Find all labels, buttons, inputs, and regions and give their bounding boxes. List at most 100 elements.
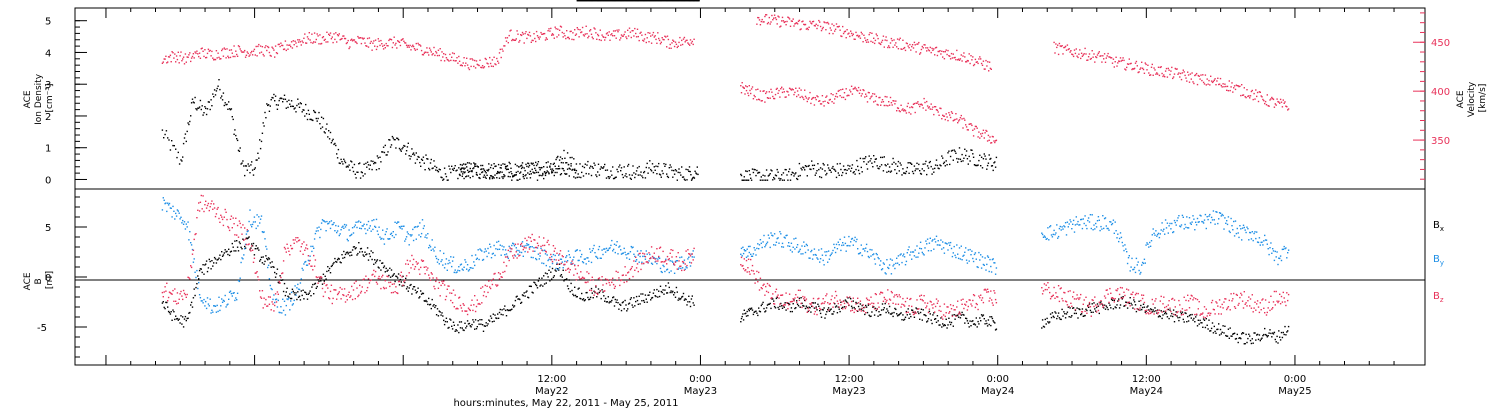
velocity-point bbox=[934, 47, 937, 49]
bx-point bbox=[1080, 313, 1082, 316]
by-point bbox=[751, 255, 754, 257]
by-point bbox=[375, 218, 378, 221]
bx-point bbox=[1095, 310, 1097, 312]
bx-point bbox=[752, 313, 755, 316]
density-point bbox=[697, 173, 699, 176]
by-point bbox=[977, 266, 979, 269]
density-point bbox=[386, 154, 388, 156]
density-point bbox=[217, 85, 219, 87]
density-point bbox=[488, 168, 490, 171]
velocity-point bbox=[435, 52, 438, 54]
bx-point bbox=[316, 285, 318, 288]
bx-point bbox=[759, 311, 762, 313]
bx-point bbox=[781, 305, 783, 307]
by-point bbox=[1172, 231, 1175, 233]
velocity-point bbox=[616, 29, 618, 31]
bx-point bbox=[964, 322, 966, 324]
velocity-point bbox=[1106, 55, 1108, 57]
velocity-point bbox=[841, 35, 843, 38]
by-point bbox=[490, 257, 493, 259]
by-point bbox=[1240, 228, 1242, 230]
velocity-point bbox=[681, 39, 683, 42]
velocity-point bbox=[929, 108, 931, 110]
density-point bbox=[190, 102, 193, 104]
velocity-point bbox=[985, 59, 987, 62]
by-point bbox=[947, 249, 949, 251]
bx-point bbox=[518, 298, 520, 300]
density-point bbox=[646, 0, 648, 2]
density-point bbox=[833, 168, 835, 170]
density-point bbox=[302, 109, 304, 111]
by-point bbox=[213, 305, 216, 307]
velocity-point bbox=[597, 35, 600, 37]
bx-point bbox=[676, 291, 678, 293]
velocity-point bbox=[888, 101, 890, 103]
density-point bbox=[828, 169, 831, 171]
velocity-point bbox=[226, 48, 228, 50]
velocity-point bbox=[198, 52, 201, 54]
by-point bbox=[501, 245, 503, 247]
density-point bbox=[521, 162, 524, 164]
bx-point bbox=[545, 282, 547, 284]
by-point bbox=[1247, 228, 1249, 230]
by-point bbox=[953, 245, 955, 248]
bx-point bbox=[1041, 319, 1044, 321]
velocity-point bbox=[367, 46, 370, 48]
velocity-point bbox=[199, 57, 202, 59]
velocity-point bbox=[469, 58, 471, 60]
by-point bbox=[317, 230, 319, 232]
bx-point bbox=[1142, 303, 1145, 305]
velocity-point bbox=[840, 35, 842, 37]
velocity-point bbox=[868, 92, 870, 94]
velocity-point bbox=[315, 38, 317, 41]
velocity-point bbox=[281, 44, 283, 47]
velocity-point bbox=[378, 40, 380, 42]
bx-point bbox=[1202, 326, 1204, 328]
by-point bbox=[513, 245, 516, 247]
by-point bbox=[222, 299, 225, 302]
velocity-point bbox=[428, 54, 430, 56]
bx-point bbox=[262, 256, 264, 258]
density-point bbox=[919, 172, 922, 175]
bx-point bbox=[631, 304, 633, 306]
density-point bbox=[326, 123, 328, 125]
bx-point bbox=[990, 316, 993, 318]
density-point bbox=[844, 168, 847, 171]
density-point bbox=[337, 148, 340, 151]
by-point bbox=[420, 232, 423, 235]
by-point bbox=[487, 247, 489, 250]
bx-point bbox=[1145, 310, 1147, 313]
density-point bbox=[692, 0, 694, 2]
by-point bbox=[531, 246, 533, 248]
velocity-point bbox=[762, 90, 764, 92]
bx-point bbox=[822, 309, 824, 311]
density-point bbox=[954, 150, 956, 153]
velocity-point bbox=[1149, 74, 1151, 76]
velocity-point bbox=[437, 49, 440, 51]
density-point bbox=[417, 155, 419, 158]
velocity-point bbox=[323, 39, 325, 41]
bx-point bbox=[1103, 304, 1106, 306]
by-point bbox=[877, 256, 879, 259]
velocity-point bbox=[888, 104, 891, 106]
by-point bbox=[1099, 229, 1101, 232]
by-point bbox=[1170, 228, 1172, 230]
bx-point bbox=[771, 298, 773, 300]
bx-point bbox=[1102, 304, 1104, 306]
density-point bbox=[594, 0, 596, 2]
by-point bbox=[1193, 218, 1195, 220]
bx-point bbox=[1287, 325, 1290, 328]
density-point bbox=[351, 166, 354, 169]
density-point bbox=[959, 158, 962, 160]
bx-point bbox=[1265, 334, 1268, 337]
bx-point bbox=[165, 301, 167, 304]
density-point bbox=[447, 179, 449, 181]
velocity-point bbox=[945, 49, 947, 51]
bx-point bbox=[453, 324, 455, 326]
velocity-point bbox=[908, 47, 910, 49]
by-point bbox=[385, 231, 387, 233]
by-point bbox=[1169, 222, 1171, 225]
bx-point bbox=[1094, 308, 1096, 310]
velocity-point bbox=[880, 104, 882, 106]
velocity-point bbox=[525, 31, 527, 33]
